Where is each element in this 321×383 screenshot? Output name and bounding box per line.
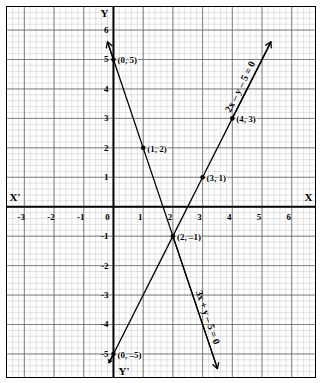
svg-text:4: 4 [227,212,232,222]
svg-text:-1: -1 [101,231,109,241]
svg-text:-5: -5 [101,349,109,359]
svg-text:-2: -2 [47,212,55,222]
svg-text:0: 0 [105,212,110,222]
svg-text:6: 6 [104,25,109,35]
svg-text:3: 3 [104,113,109,123]
svg-text:-2: -2 [101,260,109,270]
svg-text:1: 1 [138,212,143,222]
svg-text:3: 3 [197,212,202,222]
svg-text:X': X' [10,191,21,203]
svg-text:2: 2 [104,143,109,153]
svg-text:-3: -3 [101,290,109,300]
svg-text:(1, 2): (1, 2) [147,144,167,154]
svg-text:2x – y – 5 = 0: 2x – y – 5 = 0 [222,59,257,114]
svg-text:1: 1 [104,172,109,182]
svg-text:4: 4 [104,84,109,94]
svg-text:Y: Y [101,7,109,19]
svg-text:(4, 3): (4, 3) [236,114,256,124]
svg-text:5: 5 [104,54,109,64]
svg-text:(3, 1): (3, 1) [207,173,227,183]
svg-text:2: 2 [168,212,173,222]
svg-text:-3: -3 [18,212,26,222]
svg-text:X: X [305,191,313,203]
svg-text:5: 5 [257,212,262,222]
svg-text:(0, –5): (0, –5) [117,350,141,360]
svg-text:(0, 5): (0, 5) [117,55,137,65]
svg-text:-1: -1 [77,212,85,222]
svg-text:(2, –1): (2, –1) [177,232,201,242]
svg-text:3x + y – 5 = 0: 3x + y – 5 = 0 [194,289,222,346]
svg-text:6: 6 [286,212,291,222]
svg-text:-4: -4 [101,319,109,329]
svg-text:Y': Y' [118,365,129,377]
